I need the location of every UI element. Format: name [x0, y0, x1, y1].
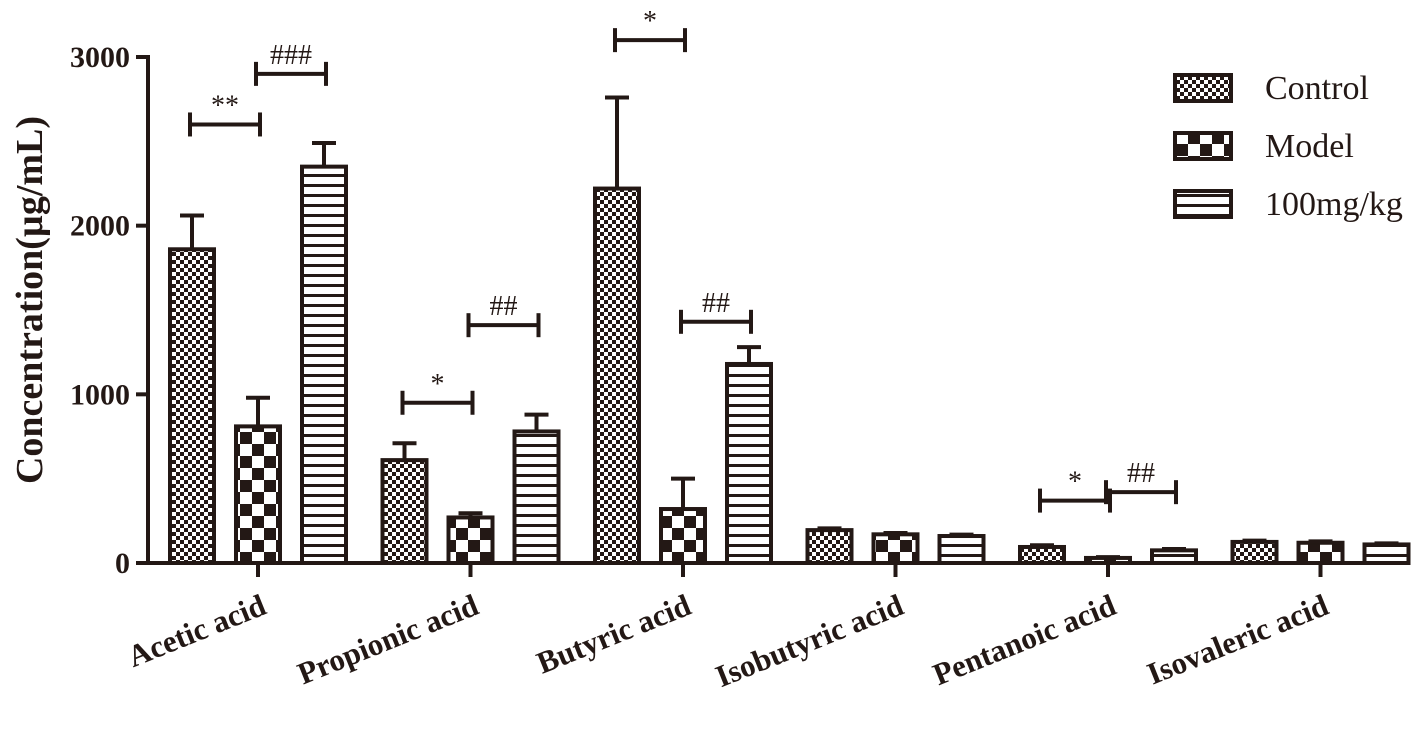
significance-marker: ##	[702, 288, 730, 319]
bar	[1362, 542, 1411, 565]
bar	[937, 534, 986, 565]
legend-label: Model	[1265, 128, 1354, 165]
bar	[1230, 539, 1279, 566]
bar	[234, 424, 282, 565]
category-label: Propionic acid	[292, 587, 483, 691]
category-label: Acetic acid	[123, 587, 271, 674]
category-label: Butyric acid	[532, 587, 696, 680]
legend-label: Control	[1265, 70, 1369, 107]
bar	[659, 507, 707, 566]
category-label: Isobutyric acid	[711, 587, 909, 694]
bar	[512, 429, 561, 565]
bars	[168, 164, 1411, 566]
bar	[446, 515, 495, 566]
y-tick-label: 2000	[70, 210, 130, 243]
significance-marker: *	[1068, 467, 1082, 498]
bar	[1150, 548, 1198, 565]
category-label: Isovaleric acid	[1142, 587, 1333, 691]
significance-marker: **	[211, 90, 239, 121]
bar	[805, 528, 854, 565]
bar	[1296, 540, 1345, 566]
legend-swatch	[1173, 131, 1233, 161]
significance-annotations: ** ### * ## * ## * ##	[188, 6, 1178, 513]
error-bars	[180, 95, 1399, 560]
significance-marker: ##	[1127, 458, 1155, 489]
category-labels: Acetic acid Propionic acid Butyric acid Iso…	[123, 587, 1333, 694]
bar	[380, 458, 429, 566]
y-tick-label: 1000	[70, 378, 130, 411]
y-tick-label: 0	[115, 547, 130, 580]
significance-marker: *	[431, 369, 445, 400]
bar	[168, 247, 216, 565]
legend-swatch	[1173, 73, 1233, 103]
bar	[300, 164, 348, 565]
legend-swatch	[1173, 189, 1233, 219]
legend: Control Model 100mg/kg	[1173, 70, 1403, 223]
legend-label: 100mg/kg	[1265, 186, 1403, 223]
bar	[593, 186, 641, 565]
significance-marker: *	[643, 6, 657, 37]
bar	[1018, 544, 1066, 566]
significance-marker: ##	[490, 291, 518, 322]
y-axis-label: Concentration(µg/mL)	[9, 116, 51, 484]
category-label: Pentanoic acid	[928, 587, 1121, 692]
significance-marker: ###	[270, 40, 312, 71]
bar	[871, 532, 920, 565]
bar	[725, 361, 773, 565]
y-tick-label: 3000	[70, 41, 130, 74]
